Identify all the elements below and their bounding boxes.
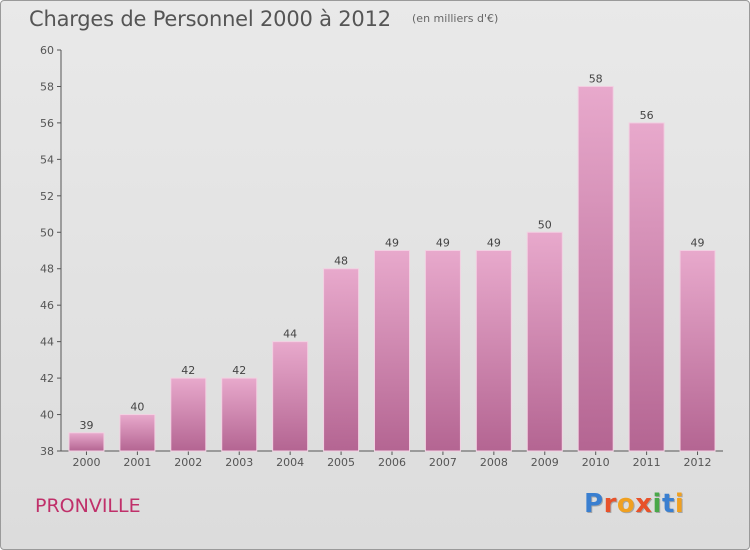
value-label-2000: 39 bbox=[79, 419, 93, 432]
logo-letter: o bbox=[616, 489, 636, 519]
y-tick-label: 46 bbox=[40, 299, 54, 312]
y-tick-label: 44 bbox=[40, 336, 54, 349]
commune-name: PRONVILLE bbox=[35, 495, 141, 517]
chart-subtitle: (en milliers d'€) bbox=[412, 12, 499, 25]
value-label-2001: 40 bbox=[130, 401, 144, 414]
y-tick-label: 52 bbox=[40, 190, 54, 203]
logo-letter: P bbox=[584, 489, 604, 519]
value-label-2008: 49 bbox=[487, 237, 501, 250]
chart-title: Charges de Personnel 2000 à 2012 bbox=[29, 7, 391, 31]
y-tick-label: 40 bbox=[40, 409, 54, 422]
y-tick-label: 38 bbox=[40, 445, 54, 458]
value-label-2007: 49 bbox=[436, 237, 450, 250]
title-row: Charges de Personnel 2000 à 2012 (en mil… bbox=[29, 7, 498, 31]
logo-letter: r bbox=[603, 489, 617, 519]
x-tick-label-2001: 2001 bbox=[123, 456, 151, 469]
value-label-2003: 42 bbox=[232, 364, 246, 377]
proxiti-logo[interactable]: Proxiti bbox=[584, 489, 684, 519]
x-tick-label-2005: 2005 bbox=[327, 456, 355, 469]
x-tick-label-2010: 2010 bbox=[582, 456, 610, 469]
bar-2004 bbox=[272, 341, 309, 452]
logo-letter: t bbox=[661, 489, 675, 519]
logo-letter: i bbox=[674, 489, 685, 519]
y-tick-label: 50 bbox=[40, 226, 54, 239]
bar-2008 bbox=[475, 250, 512, 452]
bar-2012 bbox=[679, 250, 716, 452]
bars-group bbox=[68, 85, 716, 452]
x-tick-label-2002: 2002 bbox=[174, 456, 202, 469]
y-tick-label: 54 bbox=[40, 153, 54, 166]
bar-2000 bbox=[68, 432, 105, 452]
value-label-2011: 56 bbox=[640, 109, 654, 122]
bar-2007 bbox=[424, 250, 461, 452]
y-tick-label: 48 bbox=[40, 263, 54, 276]
bar-2003 bbox=[221, 377, 258, 452]
value-labels-group: 39 40 42 42 44 48 49 49 49 50 58 56 49 bbox=[79, 72, 704, 431]
y-tick-label: 56 bbox=[40, 117, 54, 130]
logo-letter: x bbox=[635, 489, 653, 519]
bar-2005 bbox=[323, 268, 360, 452]
value-label-2004: 44 bbox=[283, 328, 297, 341]
x-tick-label-2007: 2007 bbox=[429, 456, 457, 469]
bar-2001 bbox=[119, 414, 156, 452]
x-tick-label-2009: 2009 bbox=[531, 456, 559, 469]
x-tick-label-2000: 2000 bbox=[72, 456, 100, 469]
bar-2010 bbox=[577, 85, 614, 452]
bar-2006 bbox=[374, 250, 410, 452]
y-axis: 38 40 42 44 46 48 50 52 54 56 58 60 bbox=[40, 44, 62, 458]
y-tick-label: 60 bbox=[40, 44, 54, 57]
bar-2002 bbox=[170, 377, 207, 452]
x-tick-label-2012: 2012 bbox=[684, 456, 712, 469]
y-tick-label: 58 bbox=[40, 80, 54, 93]
value-label-2012: 49 bbox=[691, 237, 705, 250]
x-tick-label-2004: 2004 bbox=[276, 456, 304, 469]
value-label-2009: 50 bbox=[538, 218, 552, 231]
value-label-2005: 48 bbox=[334, 255, 348, 268]
logo-letter: i bbox=[652, 489, 662, 519]
value-label-2010: 58 bbox=[589, 72, 603, 85]
x-axis: 2000 2001 2002 2003 2004 2005 2006 2007 2008 2009… bbox=[61, 450, 723, 469]
x-tick-label-2011: 2011 bbox=[633, 456, 661, 469]
value-label-2006: 49 bbox=[385, 237, 399, 250]
value-label-2002: 42 bbox=[181, 364, 195, 377]
x-tick-label-2008: 2008 bbox=[480, 456, 508, 469]
y-tick-label: 42 bbox=[40, 372, 54, 385]
x-tick-label-2006: 2006 bbox=[378, 456, 406, 469]
x-tick-label-2003: 2003 bbox=[225, 456, 253, 469]
bar-2011 bbox=[628, 122, 665, 452]
bar-2009 bbox=[526, 231, 563, 452]
